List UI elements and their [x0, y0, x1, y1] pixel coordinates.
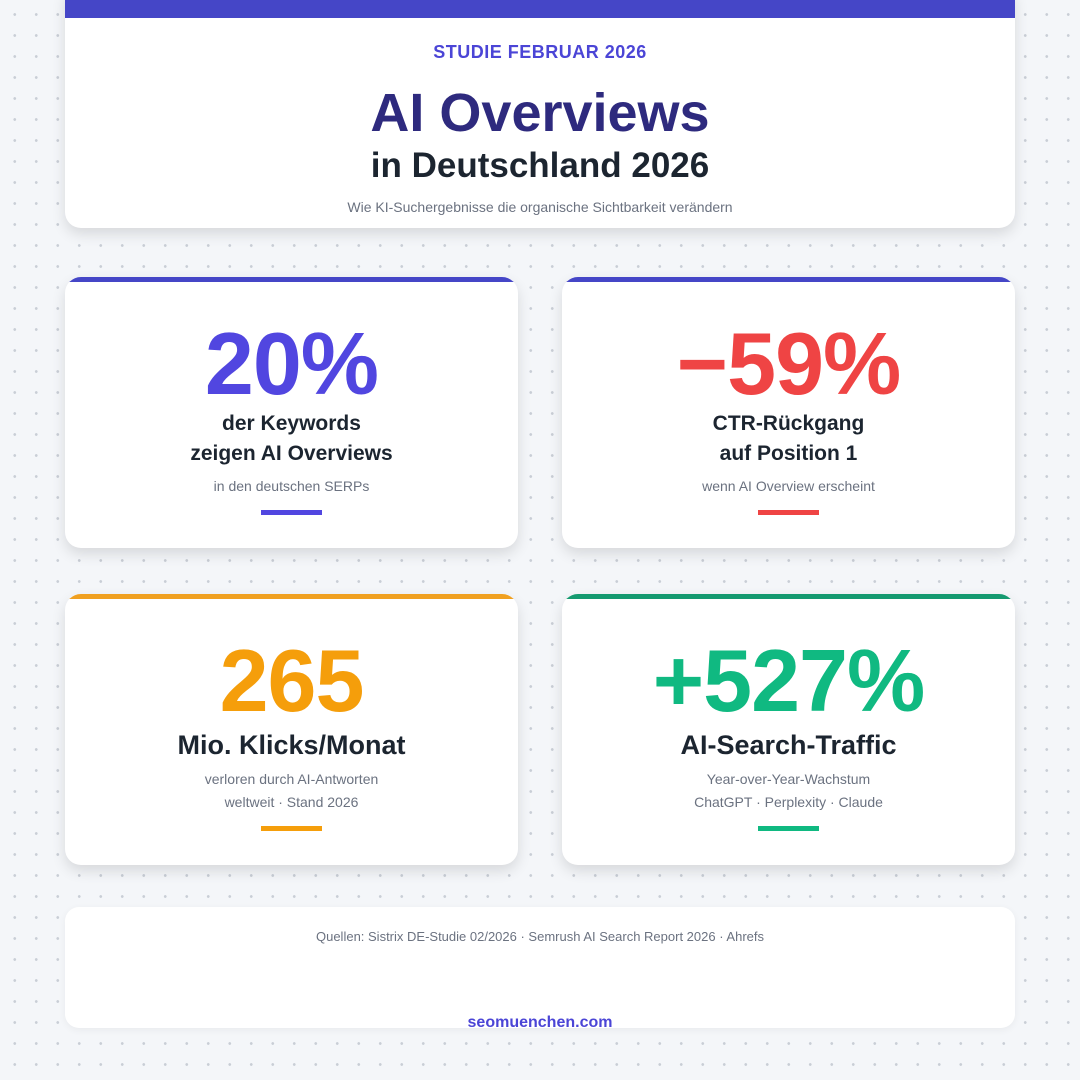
page-title-line2: in Deutschland 2026	[370, 146, 710, 185]
stat-value: −59%	[676, 314, 902, 413]
stat-value: 265	[219, 631, 365, 730]
stat-note: in den deutschen SERPs	[213, 478, 370, 494]
stat-card-keywords: 20% der Keywords zeigen AI Overviews in …	[65, 277, 518, 548]
card-accent-bar	[562, 594, 1015, 599]
stat-note: weltweit · Stand 2026	[224, 794, 359, 810]
kicker: STUDIE FEBRUAR 2026	[433, 42, 647, 62]
stat-label: zeigen AI Overviews	[190, 442, 393, 465]
footer-card: Quellen: Sistrix DE-Studie 02/2026 · Sem…	[65, 907, 1015, 1028]
header-card: STUDIE FEBRUAR 2026 AI Overviews in Deut…	[65, 0, 1015, 228]
stat-value: 20%	[204, 314, 379, 413]
card-accent-bar	[562, 277, 1015, 282]
website-link[interactable]: seomuenchen.com	[467, 1014, 613, 1031]
stat-card-ai-traffic: +527% AI-Search-Traffic Year-over-Year-W…	[562, 594, 1015, 865]
sources-text: Quellen: Sistrix DE-Studie 02/2026 · Sem…	[315, 929, 764, 944]
stat-note: wenn AI Overview erscheint	[702, 478, 875, 494]
stat-label: der Keywords	[222, 412, 361, 435]
card-accent-bar	[65, 594, 518, 599]
accent-underline	[758, 510, 819, 515]
page-title: AI Overviews	[370, 83, 710, 143]
card-accent-bar	[65, 277, 518, 282]
stat-label: CTR-Rückgang	[712, 412, 865, 435]
accent-underline	[261, 826, 322, 831]
stat-card-ctr: −59% CTR-Rückgang auf Position 1 wenn AI…	[562, 277, 1015, 548]
stat-label: AI-Search-Traffic	[680, 730, 897, 760]
stat-card-clicks: 265 Mio. Klicks/Monat verloren durch AI-…	[65, 594, 518, 865]
accent-underline	[261, 510, 322, 515]
stat-note: Year-over-Year-Wachstum	[706, 771, 871, 787]
stat-note: ChatGPT · Perplexity · Claude	[694, 794, 883, 810]
header-accent-bar	[65, 0, 1015, 18]
accent-underline	[758, 826, 819, 831]
stat-value: +527%	[652, 631, 925, 730]
stat-label: Mio. Klicks/Monat	[177, 730, 406, 760]
subtitle: Wie KI-Suchergebnisse die organische Sic…	[347, 199, 733, 215]
stat-label: auf Position 1	[719, 442, 858, 465]
stat-note: verloren durch AI-Antworten	[204, 771, 379, 787]
